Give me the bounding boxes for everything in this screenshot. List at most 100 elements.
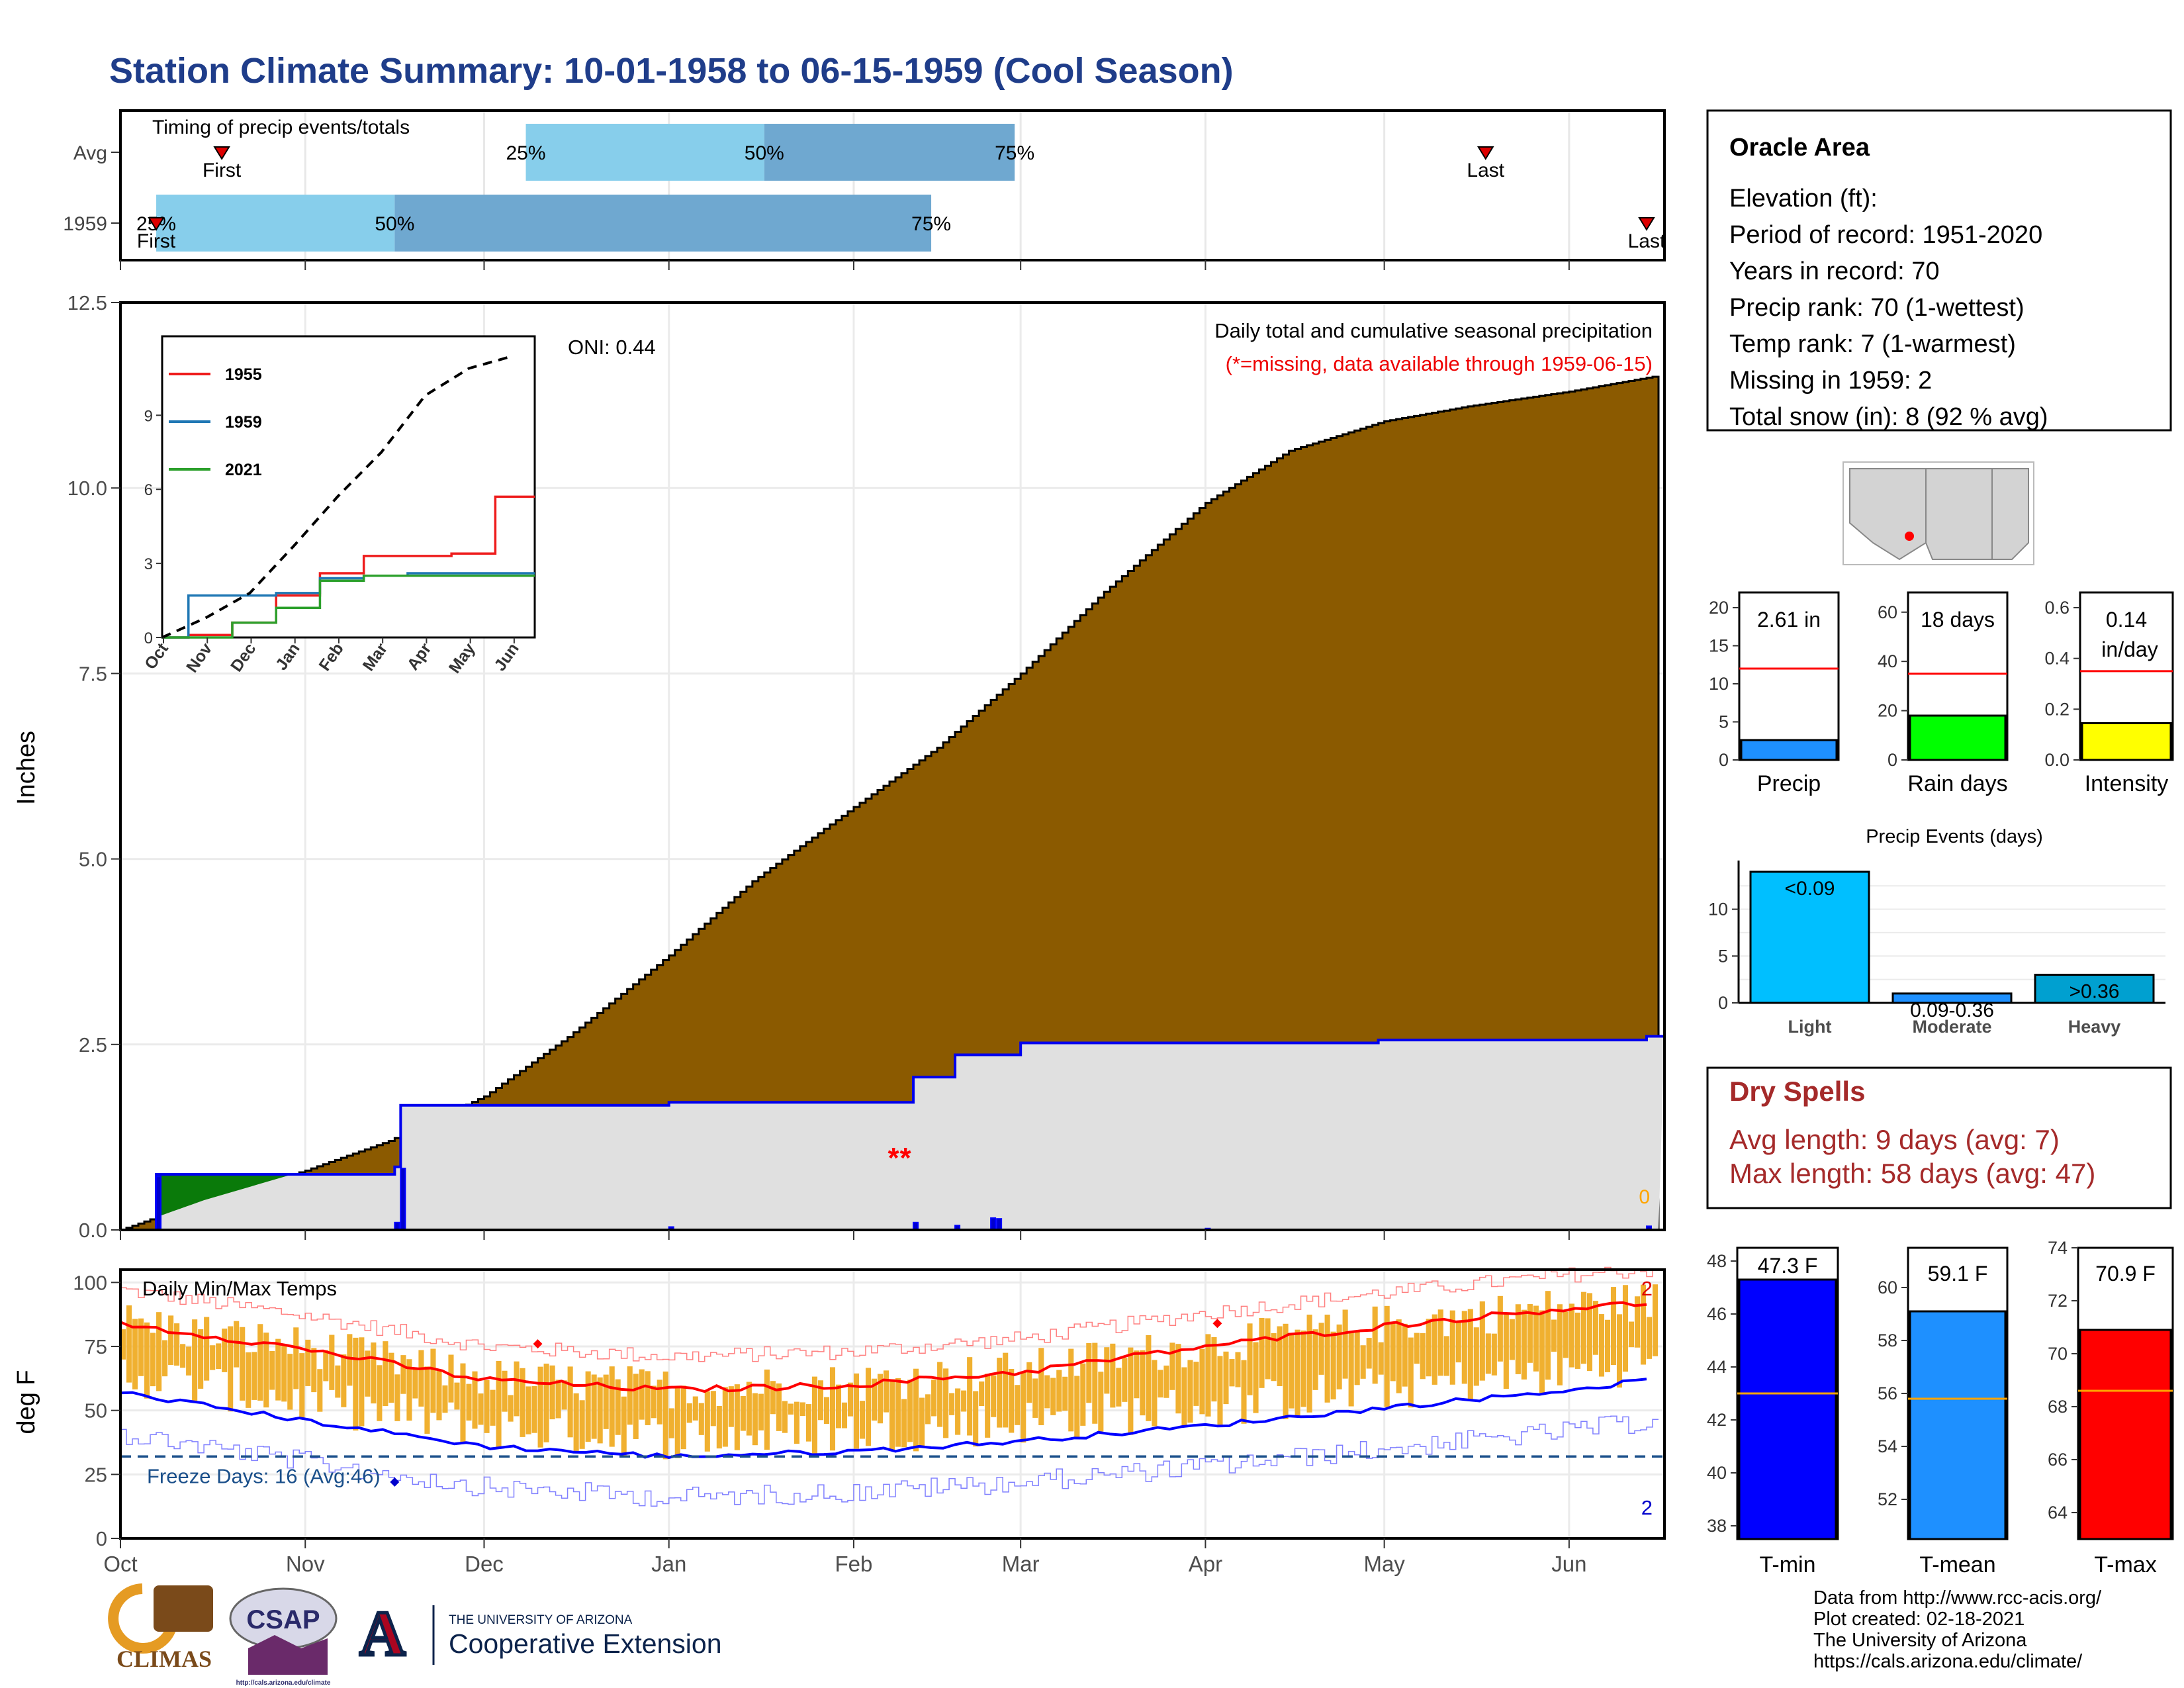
- daily-temp-bar: [1580, 1291, 1586, 1364]
- daily-temp-bar: [716, 1405, 722, 1449]
- daily-temp-bar: [287, 1354, 293, 1410]
- daily-temp-bar: [1104, 1347, 1110, 1394]
- daily-temp-bar: [1038, 1348, 1044, 1425]
- timing-frame: [119, 109, 1666, 261]
- temp-category-label: T-mean: [1919, 1552, 1995, 1577]
- y-tick-label: 50: [85, 1399, 107, 1423]
- daily-temp-bar: [1628, 1321, 1635, 1348]
- daily-temp-bar: [1163, 1365, 1169, 1398]
- csap-url: http://cals.arizona.edu/climate: [236, 1679, 331, 1687]
- daily-temp-bar: [418, 1350, 424, 1407]
- daily-temp-bar: [853, 1373, 860, 1449]
- precip-events-chart: Precip Events (days)<0.09Light0.09-0.36M…: [1708, 826, 2165, 1037]
- daily-temp-bar: [1509, 1319, 1515, 1360]
- p50-label: 50%: [375, 213, 414, 235]
- daily-temp-bar: [698, 1403, 704, 1435]
- daily-temp-bar: [251, 1352, 257, 1400]
- record-low-count: 2: [1641, 1496, 1653, 1519]
- dry-max-line: Max length: 58 days (avg: 47): [1729, 1158, 2095, 1189]
- daily-temp-bar: [204, 1317, 210, 1381]
- temp-y-tick-label: 42: [1707, 1410, 1727, 1430]
- daily-temp-bar: [1455, 1321, 1461, 1363]
- daily-temp-bar: [668, 1408, 674, 1438]
- mini-value-label: 18 days: [1921, 608, 1995, 632]
- mini-value-unit: in/day: [2101, 637, 2158, 661]
- mini-y-tick-label: 40: [1878, 651, 1897, 671]
- daily-temp-bar: [126, 1305, 132, 1383]
- daily-temp-bar: [1062, 1376, 1068, 1411]
- daily-temp-bar: [347, 1334, 353, 1386]
- daily-temp-bar: [246, 1352, 251, 1408]
- record-marker: [390, 1477, 400, 1487]
- daily-temp-bar: [192, 1319, 198, 1401]
- daily-temp-bar: [430, 1348, 436, 1413]
- daily-temp-bar: [1092, 1342, 1098, 1424]
- daily-temp-bar: [335, 1365, 341, 1398]
- event-category-label: Moderate: [1912, 1017, 1991, 1037]
- daily-temp-bar: [198, 1329, 204, 1389]
- daily-temp-bar: [1152, 1360, 1158, 1427]
- last-label: Last: [1467, 160, 1504, 181]
- daily-temp-bar: [1217, 1356, 1223, 1425]
- temp-chart-title: Daily Min/Max Temps: [142, 1277, 337, 1300]
- daily-temp-bar: [1432, 1314, 1437, 1385]
- event-bar: [1749, 870, 1870, 1004]
- daily-temp-bar: [1134, 1350, 1140, 1399]
- event-bar-label: >0.36: [2070, 981, 2120, 1003]
- daily-temp-bar: [770, 1381, 776, 1415]
- mini-frame: [1738, 591, 1840, 761]
- temp-y-tick-label: 60: [1878, 1278, 1897, 1297]
- daily-temp-bar: [657, 1380, 662, 1425]
- mini-value-bar: [1740, 739, 1838, 761]
- daily-temp-bar: [1181, 1367, 1187, 1427]
- temp-y-tick-label: 48: [1707, 1251, 1727, 1271]
- temp-y-tick-label: 52: [1878, 1489, 1897, 1509]
- daily-temp-bar: [1402, 1323, 1408, 1387]
- y-tick-label: 10.0: [68, 477, 107, 500]
- temp-category-label: T-max: [2094, 1552, 2156, 1577]
- footer: Data from http://www.rcc-acis.org/Plot c…: [108, 1583, 2102, 1687]
- daily-temp-bar: [424, 1366, 430, 1434]
- temp-y-tick-label: 70: [2048, 1344, 2068, 1364]
- info-line: Missing in 1959: 2: [1729, 367, 1932, 395]
- daily-temp-bar: [472, 1371, 478, 1429]
- daily-temp-bar: [823, 1397, 830, 1425]
- legend-label: 2021: [225, 461, 262, 479]
- daily-temp-bar: [460, 1363, 466, 1444]
- daily-temp-bar: [1193, 1362, 1199, 1406]
- daily-temp-bar: [400, 1355, 406, 1394]
- daily-temp-bar: [1277, 1326, 1283, 1386]
- daily-temp-bar: [907, 1380, 913, 1442]
- daily-temp-bar: [1342, 1309, 1348, 1379]
- missing-marker: *: [887, 1142, 899, 1174]
- temp-value-bar: [1738, 1278, 1837, 1540]
- temp-y-tick-label: 54: [1878, 1436, 1897, 1456]
- daily-temp-bar: [466, 1383, 472, 1421]
- daily-temp-bar: [1354, 1331, 1360, 1385]
- daily-temp-bar: [985, 1374, 991, 1438]
- daily-temp-bar: [1539, 1310, 1545, 1393]
- quartile-bar-high: [394, 195, 932, 252]
- daily-temp-bar: [1521, 1309, 1527, 1380]
- cumulative-1959-line: [120, 1035, 1664, 1231]
- legend-label: 1959: [225, 413, 262, 432]
- daily-temp-bar: [448, 1354, 454, 1403]
- daily-temp-bar: [662, 1371, 668, 1460]
- last-marker: [1638, 217, 1655, 231]
- temp-summary-bars: 38 40 42 44 46 48 47.3 F T-min 52 54 56 58 60 59.1 F T…: [1707, 1238, 2174, 1577]
- mini-y-tick-label: 10: [1709, 674, 1729, 694]
- daily-temp-bar: [1098, 1372, 1104, 1432]
- daily-temp-bar: [1146, 1335, 1152, 1421]
- snow-count-label: 0: [1639, 1186, 1650, 1208]
- daily-temp-bar: [1574, 1312, 1580, 1369]
- daily-temp-bar: [1467, 1309, 1473, 1401]
- normal-max-line: [120, 1301, 1647, 1393]
- daily-temp-bar: [388, 1352, 394, 1403]
- temp-y-tick-label: 38: [1707, 1516, 1727, 1536]
- daily-temp-bar: [371, 1342, 377, 1404]
- y-tick-label: 12.5: [68, 291, 107, 314]
- daily-temp-bar: [1128, 1347, 1134, 1435]
- climas-logo-block: [154, 1585, 213, 1632]
- daily-temp-bar: [520, 1368, 525, 1437]
- mini-category-label: Rain days: [1907, 771, 2007, 796]
